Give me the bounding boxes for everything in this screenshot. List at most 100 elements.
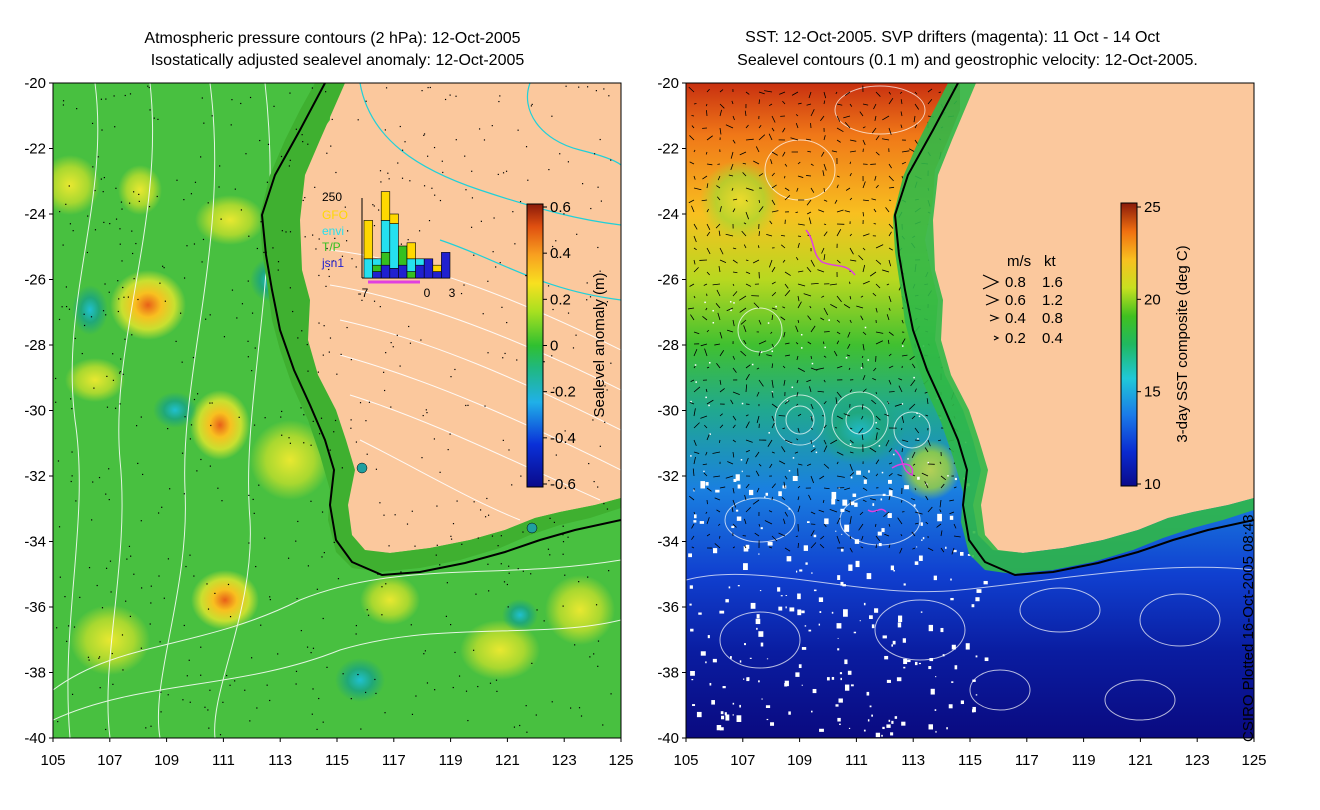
velocity-arrow <box>784 342 790 345</box>
track-dot <box>316 728 318 731</box>
track-dot <box>219 165 221 167</box>
track-dot <box>295 683 297 685</box>
velocity-arrow <box>755 146 760 153</box>
track-dot <box>267 143 270 145</box>
track-dot <box>302 199 304 202</box>
track-dot <box>112 353 114 355</box>
track-dot <box>428 220 431 222</box>
cloud-speck <box>901 345 904 347</box>
velocity-arrow <box>901 319 904 324</box>
track-dot <box>424 650 426 652</box>
velocity-arrow <box>836 259 841 264</box>
velocity-arrow <box>706 487 712 492</box>
velocity-arrow <box>693 331 700 335</box>
track-dot <box>551 701 553 703</box>
velocity-arrow <box>810 542 817 549</box>
track-dot <box>130 555 132 557</box>
track-dot <box>325 285 327 287</box>
track-dot <box>480 220 482 222</box>
left-lon-label: 107 <box>97 752 122 769</box>
velocity-arrow <box>780 244 786 249</box>
cloud-speck <box>768 432 770 434</box>
track-dot <box>439 564 441 566</box>
velocity-arrow <box>796 355 799 361</box>
velocity-arrow <box>796 403 799 406</box>
cloud-speck <box>736 715 742 722</box>
velocity-arrow <box>862 343 865 351</box>
velocity-arrow <box>810 367 818 371</box>
track-dot <box>256 707 258 709</box>
track-dot <box>365 420 367 422</box>
velocity-arrow <box>849 439 854 444</box>
velocity-arrow <box>732 208 736 213</box>
track-dot <box>328 351 330 353</box>
track-dot <box>493 217 495 219</box>
track-dot <box>118 372 121 374</box>
cloud-speck <box>960 700 964 705</box>
cloud-speck <box>960 551 964 556</box>
track-dot <box>323 552 325 554</box>
velocity-arrow <box>745 271 751 274</box>
track-dot <box>295 540 297 542</box>
velocity-arrow <box>886 314 890 321</box>
cloud-speck <box>758 553 760 555</box>
track-dot <box>311 713 313 715</box>
cloud-speck <box>836 623 842 629</box>
velocity-arrow <box>898 385 903 393</box>
cloud-speck <box>690 455 692 457</box>
cloud-speck <box>824 346 826 349</box>
track-dot <box>209 465 211 467</box>
track-dot <box>220 218 222 220</box>
velocity-arrow <box>756 415 760 424</box>
track-dot <box>407 239 409 241</box>
sealevel-colorbar-tick-label: 0.2 <box>550 291 571 308</box>
velocity-arrow <box>847 331 851 338</box>
track-dot <box>175 340 177 343</box>
track-dot <box>445 615 447 617</box>
sealevel-anomaly-blobs <box>53 155 615 702</box>
track-dot <box>589 296 592 298</box>
histogram-bar-jsn1 <box>389 268 399 279</box>
velocity-arrow <box>758 340 767 345</box>
track-dot <box>347 230 349 232</box>
velocity-arrow <box>861 434 864 441</box>
velocity-arrow <box>844 91 851 96</box>
cloud-speck <box>737 585 740 587</box>
cloud-speck <box>839 723 841 726</box>
velocity-arrow <box>795 342 799 345</box>
cloud-speck <box>903 658 908 665</box>
cloud-speck <box>881 734 883 737</box>
velocity-arrow <box>921 472 929 477</box>
cloud-speck <box>848 564 853 571</box>
track-dot <box>138 200 140 202</box>
track-dot <box>399 125 401 128</box>
velocity-arrow <box>706 163 713 166</box>
track-dot <box>365 100 367 102</box>
velocity-arrow <box>745 259 749 261</box>
velocity-arrow <box>797 235 802 237</box>
velocity-arrow <box>869 447 877 453</box>
velocity-arrow <box>732 487 735 494</box>
velocity-arrow <box>817 269 825 273</box>
legend-gfo: GFO <box>322 208 348 222</box>
track-dot <box>87 215 89 217</box>
track-dot <box>65 286 67 288</box>
track-dot <box>456 500 458 502</box>
velocity-arrow <box>797 427 800 433</box>
cloud-speck <box>930 688 935 695</box>
histogram-bar-gfo <box>432 264 442 272</box>
velocity-arrow <box>752 499 760 505</box>
velocity-arrow <box>831 150 838 153</box>
velocity-arrow <box>771 292 777 297</box>
velocity-arrow <box>782 100 786 105</box>
velocity-arrow <box>756 391 760 397</box>
track-dot <box>535 714 537 716</box>
sst-colorbar-tick-label: 25 <box>1144 199 1161 216</box>
right-lon-label: 111 <box>845 752 868 769</box>
velocity-arrow <box>797 295 800 302</box>
velocity-arrow <box>900 124 903 129</box>
velocity-arrow <box>939 509 942 513</box>
velocity-arrow <box>871 127 877 134</box>
velocity-arrow <box>727 461 734 465</box>
velocity-arrow <box>743 222 747 225</box>
